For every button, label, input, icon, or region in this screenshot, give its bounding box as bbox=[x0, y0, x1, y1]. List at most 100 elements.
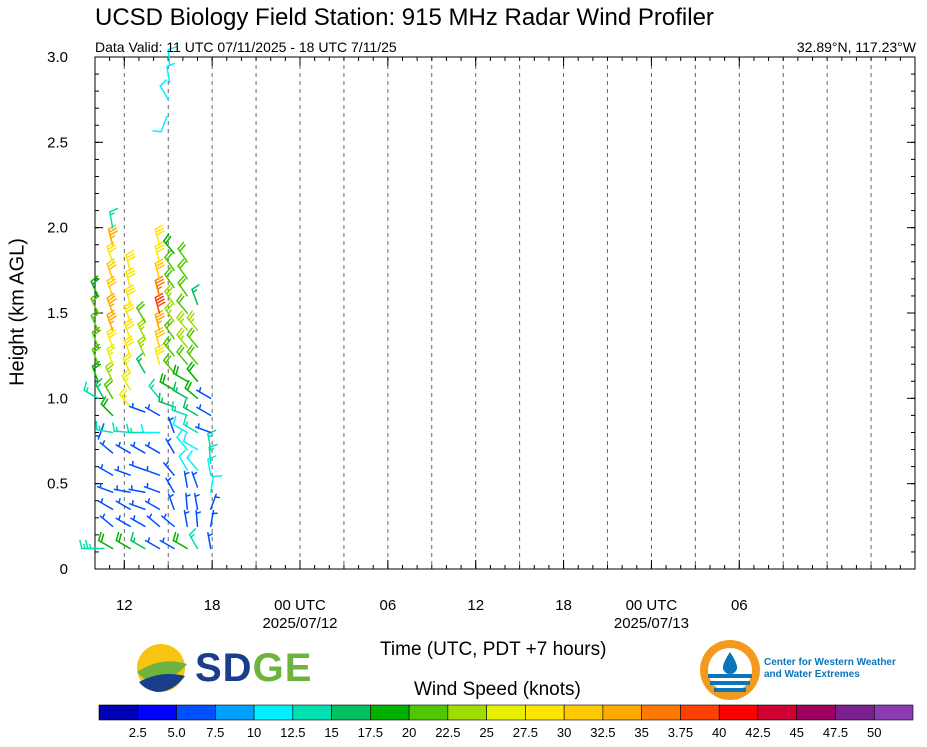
wind-barb bbox=[176, 327, 188, 348]
colorbar-swatch bbox=[680, 704, 720, 721]
barb-full-feather bbox=[175, 533, 180, 543]
wind-barb bbox=[115, 498, 131, 511]
barb-half-feather bbox=[184, 511, 190, 515]
barb-half-feather bbox=[137, 357, 142, 363]
colorbar-swatch bbox=[292, 704, 332, 721]
barb-full-feather bbox=[172, 415, 177, 426]
barb-staff bbox=[207, 458, 212, 476]
y-axis-label: Height (km AGL) bbox=[6, 238, 29, 386]
sdge-wordmark: SDGE bbox=[195, 646, 313, 690]
barb-full-feather bbox=[159, 373, 164, 383]
x-tick-label: 06 bbox=[380, 597, 397, 614]
barb-full-feather bbox=[159, 79, 167, 87]
barb-full-feather bbox=[163, 353, 170, 362]
barb-full-feather bbox=[124, 321, 134, 328]
colorbar-tick-label: 5.0 bbox=[167, 725, 185, 740]
colorbar-tick-label: 7.5 bbox=[206, 725, 224, 740]
barb-full-feather bbox=[91, 343, 101, 350]
colorbar-swatch bbox=[641, 704, 681, 721]
barb-half-feather bbox=[122, 395, 127, 400]
wind-barb bbox=[106, 343, 116, 365]
wind-barb bbox=[167, 46, 177, 67]
cw3e-emblem-icon bbox=[700, 640, 760, 700]
barb-full-feather bbox=[100, 396, 107, 405]
wind-barb bbox=[165, 477, 175, 493]
barb-staff bbox=[209, 475, 215, 493]
wind-barb bbox=[154, 275, 165, 297]
barb-full-feather bbox=[138, 337, 147, 345]
barb-full-feather bbox=[106, 309, 115, 316]
barb-full-feather bbox=[107, 329, 116, 336]
barb-half-feather bbox=[167, 292, 172, 298]
barb-half-feather bbox=[168, 493, 174, 498]
barb-full-feather bbox=[106, 258, 115, 265]
barb-half-feather bbox=[85, 387, 89, 393]
barb-full-feather bbox=[164, 250, 172, 258]
barb-half-feather bbox=[185, 421, 189, 427]
colorbar-swatch bbox=[447, 704, 487, 721]
chart-title: UCSD Biology Field Station: 915 MHz Rada… bbox=[95, 4, 714, 31]
barb-full-feather bbox=[172, 364, 177, 375]
barb-full-feather bbox=[178, 295, 185, 304]
colorbar-tick-label: 2.5 bbox=[129, 725, 147, 740]
barb-half-feather bbox=[195, 511, 202, 515]
barb-full-feather bbox=[163, 233, 170, 242]
barb-full-feather bbox=[108, 298, 117, 305]
colorbar-swatch bbox=[253, 704, 294, 721]
colorbar-swatch bbox=[408, 704, 449, 721]
barb-full-feather bbox=[207, 455, 217, 461]
barb-full-feather bbox=[164, 338, 172, 347]
wind-barb bbox=[176, 293, 188, 314]
wind-barb bbox=[106, 241, 117, 263]
barb-half-feather bbox=[132, 515, 136, 521]
wind-barb bbox=[106, 258, 117, 280]
wind-barb bbox=[186, 310, 199, 331]
barb-half-feather bbox=[166, 438, 172, 443]
colorbar-tick-label: 42.5 bbox=[745, 725, 770, 740]
barb-full-feather bbox=[165, 252, 173, 261]
colorbar-swatch bbox=[98, 704, 139, 721]
barb-staff bbox=[166, 66, 171, 84]
wind-barb bbox=[122, 352, 132, 374]
barb-full-feather bbox=[106, 275, 115, 282]
barb-full-feather bbox=[138, 320, 147, 328]
barb-full-feather bbox=[182, 415, 187, 426]
x-tick-label: 12 bbox=[116, 597, 133, 614]
wind-barb bbox=[136, 301, 146, 323]
barb-full-feather bbox=[126, 253, 135, 259]
wind-barb bbox=[176, 429, 188, 451]
barb-half-feather bbox=[175, 387, 178, 393]
barb-half-feather bbox=[194, 494, 200, 498]
wind-barb bbox=[99, 513, 114, 528]
wind-barb bbox=[207, 429, 217, 451]
barb-half-feather bbox=[139, 326, 145, 331]
sdge-logo: SDGE bbox=[133, 642, 323, 698]
barb-full-feather bbox=[167, 46, 177, 51]
barb-full-feather bbox=[191, 284, 200, 291]
wind-barb bbox=[207, 532, 213, 550]
wind-barb bbox=[129, 499, 146, 511]
wind-barb bbox=[106, 275, 117, 297]
wind-barb bbox=[167, 493, 175, 511]
wind-barb bbox=[144, 537, 161, 550]
barb-full-feather bbox=[83, 381, 88, 392]
wind-barb bbox=[83, 381, 99, 400]
barb-staff bbox=[176, 436, 188, 451]
wind-barb bbox=[171, 400, 188, 417]
barb-full-feather bbox=[130, 531, 134, 542]
barb-full-feather bbox=[118, 533, 122, 543]
wind-barb bbox=[185, 492, 191, 511]
barb-half-feather bbox=[167, 309, 172, 315]
x-tick-label: 18 bbox=[555, 597, 572, 614]
colorbar-tick-label: 20 bbox=[402, 725, 416, 740]
barb-half-feather bbox=[147, 441, 151, 448]
barb-half-feather bbox=[125, 360, 130, 365]
barb-full-feather bbox=[121, 369, 129, 377]
barb-full-feather bbox=[126, 287, 135, 293]
barb-full-feather bbox=[176, 344, 183, 353]
barb-full-feather bbox=[126, 255, 136, 262]
wind-barb bbox=[163, 233, 175, 255]
barb-half-feather bbox=[108, 351, 114, 356]
colorbar-tick-label: 27.5 bbox=[513, 725, 538, 740]
y-tick-label: 0.5 bbox=[47, 476, 68, 493]
